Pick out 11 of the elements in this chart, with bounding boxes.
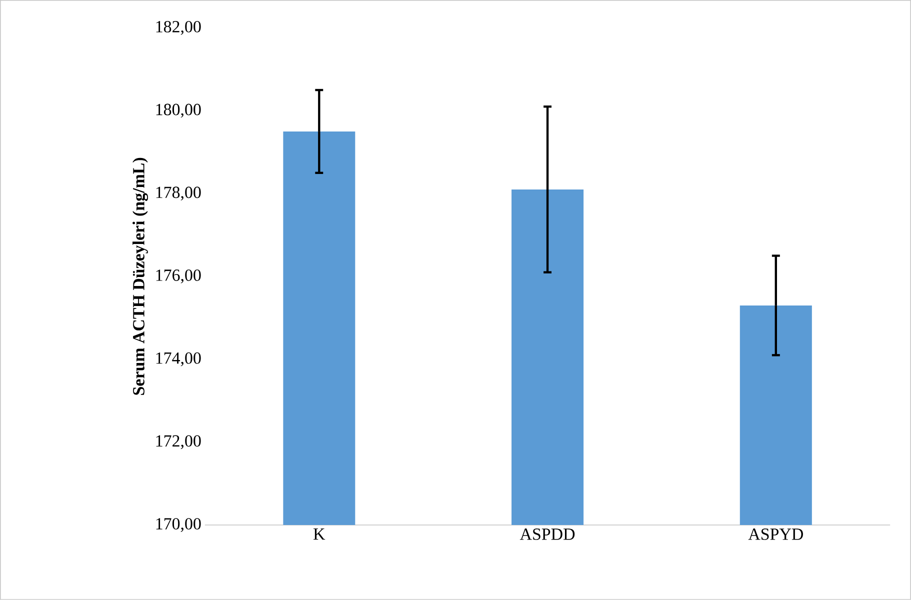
y-tick-label: 176,00 xyxy=(156,270,201,284)
y-tick-label: 180,00 xyxy=(156,104,201,118)
y-axis-title: Serum ACTH Düzeyleri (ng/mL) xyxy=(132,158,148,395)
y-tick-label: 172,00 xyxy=(156,435,201,450)
y-tick-label: 174,00 xyxy=(156,352,201,366)
x-tick-label: ASPYD xyxy=(748,528,803,540)
y-tick-label: 178,00 xyxy=(156,186,201,201)
y-tick-label: 170,00 xyxy=(156,518,201,532)
x-tick-label: K xyxy=(314,528,326,540)
y-tick-label: 182,00 xyxy=(156,20,201,35)
x-tick-label: ASPDD xyxy=(520,528,575,540)
